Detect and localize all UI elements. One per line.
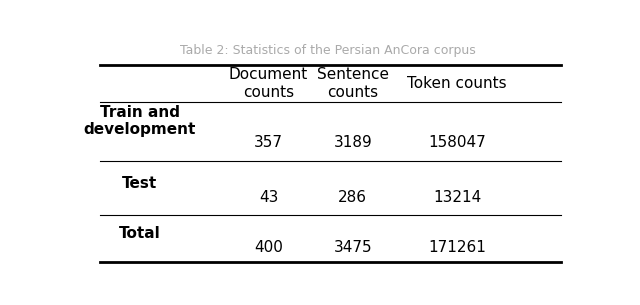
Text: 43: 43 (259, 190, 278, 205)
Text: 357: 357 (254, 135, 283, 150)
Text: Table 2: Statistics of the Persian AnCora corpus: Table 2: Statistics of the Persian AnCor… (180, 44, 476, 57)
Text: 171261: 171261 (428, 240, 486, 256)
Text: 286: 286 (339, 190, 367, 205)
Text: 158047: 158047 (428, 135, 486, 150)
Text: Train and
development: Train and development (83, 105, 196, 137)
Text: Sentence
counts: Sentence counts (317, 67, 389, 100)
Text: Token counts: Token counts (407, 76, 507, 91)
Text: 3189: 3189 (333, 135, 372, 150)
Text: Document
counts: Document counts (229, 67, 308, 100)
Text: 3475: 3475 (333, 240, 372, 256)
Text: Total: Total (118, 226, 161, 241)
Text: 400: 400 (254, 240, 283, 256)
Text: Test: Test (122, 176, 157, 191)
Text: 13214: 13214 (433, 190, 481, 205)
